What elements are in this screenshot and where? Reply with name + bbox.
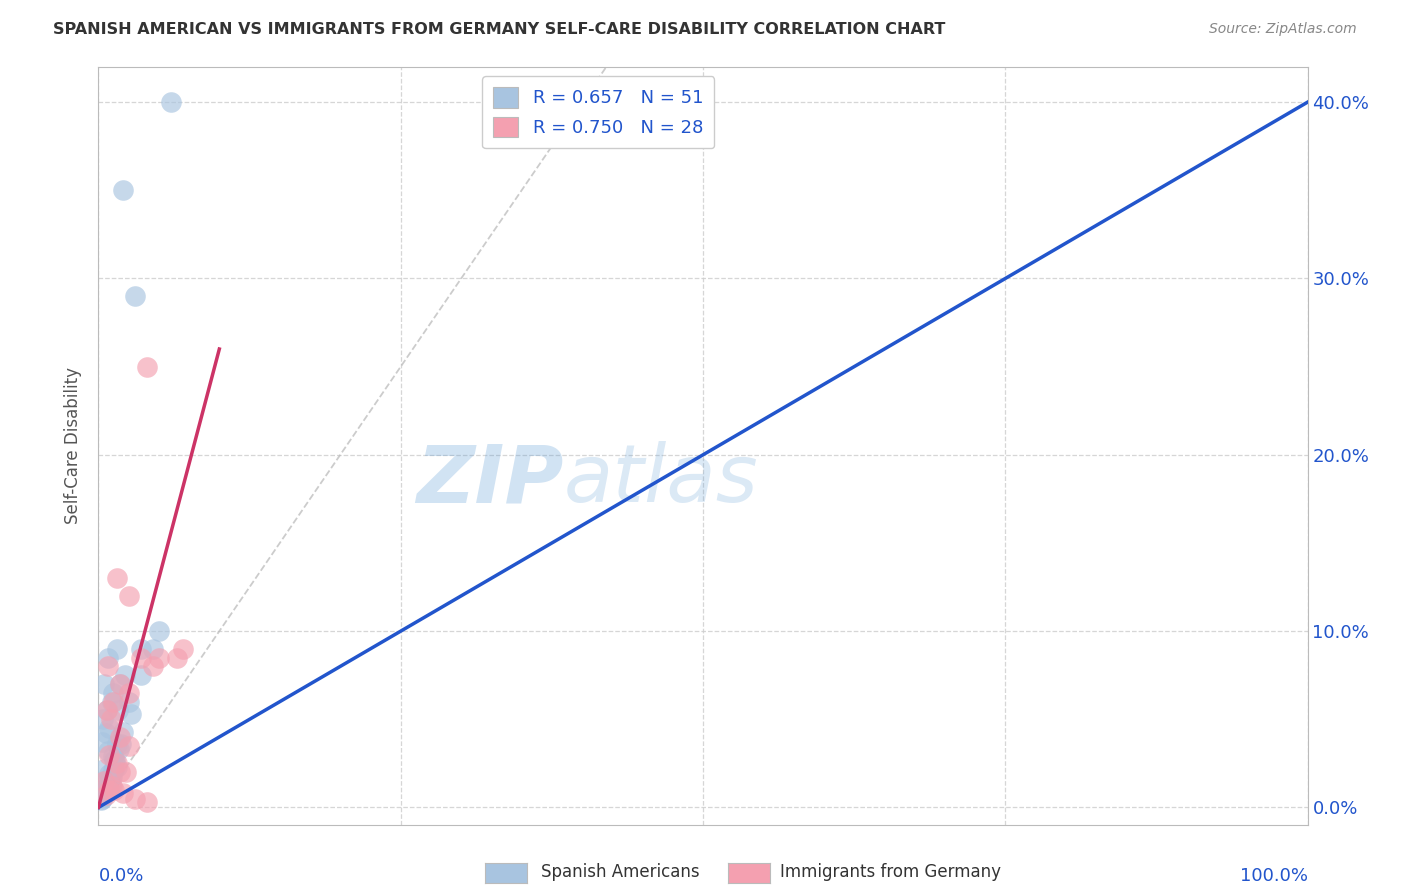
Point (135, 359, 157, 374)
Point (142, 641, 165, 656)
Point (111, 724, 134, 739)
Point (100, 771, 122, 785)
Point (108, 730, 131, 744)
Point (135, 795, 157, 809)
Point (105, 737, 128, 751)
Y-axis label: Self-Care Disability: Self-Care Disability (65, 368, 83, 524)
Point (148, 650, 170, 665)
Point (118, 739, 141, 753)
Point (124, 289, 146, 303)
Point (98, 767, 121, 781)
Point (107, 704, 129, 718)
Point (148, 624, 170, 639)
Point (96, 704, 118, 718)
Point (108, 677, 131, 691)
Point (142, 659, 165, 673)
Point (93, 786, 115, 800)
Point (105, 756, 128, 771)
Point (98, 782, 121, 797)
Text: atlas: atlas (564, 442, 759, 519)
Point (160, 95, 183, 110)
Point (101, 695, 124, 709)
Point (104, 753, 127, 767)
Point (94, 784, 117, 798)
Point (91, 735, 114, 749)
Point (91, 788, 114, 802)
Point (118, 695, 141, 709)
Point (101, 686, 124, 700)
Point (120, 706, 142, 721)
Point (98, 774, 121, 789)
Text: 100.0%: 100.0% (1240, 867, 1308, 885)
Point (129, 641, 152, 656)
Point (103, 782, 125, 797)
Point (115, 765, 138, 780)
Point (94, 788, 117, 802)
Point (108, 742, 131, 756)
Text: 0.0%: 0.0% (98, 867, 143, 885)
Point (105, 571, 128, 585)
Point (108, 677, 131, 691)
Point (129, 650, 152, 665)
Text: Immigrants from Germany: Immigrants from Germany (780, 863, 1001, 881)
Point (105, 760, 128, 774)
Point (97, 780, 120, 794)
Point (97, 744, 120, 758)
Point (93, 774, 115, 789)
Point (93, 788, 115, 802)
Point (93, 677, 115, 691)
Point (94, 784, 117, 798)
Point (114, 668, 136, 682)
Point (97, 772, 120, 787)
Text: Source: ZipAtlas.com: Source: ZipAtlas.com (1209, 22, 1357, 37)
Point (118, 686, 141, 700)
Point (108, 765, 131, 780)
Text: ZIP: ZIP (416, 442, 564, 519)
Text: Spanish Americans: Spanish Americans (541, 863, 700, 881)
Point (124, 791, 146, 805)
Point (94, 726, 117, 740)
Point (103, 762, 125, 776)
Point (97, 659, 120, 673)
Point (93, 762, 115, 776)
Point (101, 764, 124, 778)
Point (91, 791, 114, 805)
Point (97, 650, 120, 665)
Point (98, 721, 121, 735)
Point (98, 747, 121, 762)
Legend: R = 0.657   N = 51, R = 0.750   N = 28: R = 0.657 N = 51, R = 0.750 N = 28 (482, 76, 714, 148)
Point (166, 650, 188, 665)
Point (118, 589, 141, 603)
Point (96, 704, 118, 718)
Point (96, 780, 118, 794)
Point (129, 668, 152, 682)
Point (103, 753, 125, 767)
Point (172, 641, 194, 656)
Point (100, 780, 122, 794)
Point (91, 789, 114, 804)
Point (96, 782, 118, 797)
Point (100, 771, 122, 785)
Point (111, 786, 134, 800)
Point (90, 793, 112, 807)
Point (100, 778, 122, 792)
Point (100, 712, 122, 726)
Point (91, 712, 114, 726)
Point (105, 641, 128, 656)
Point (101, 749, 124, 764)
Text: SPANISH AMERICAN VS IMMIGRANTS FROM GERMANY SELF-CARE DISABILITY CORRELATION CHA: SPANISH AMERICAN VS IMMIGRANTS FROM GERM… (53, 22, 946, 37)
Point (100, 695, 122, 709)
Point (111, 183, 134, 197)
Point (110, 737, 132, 751)
